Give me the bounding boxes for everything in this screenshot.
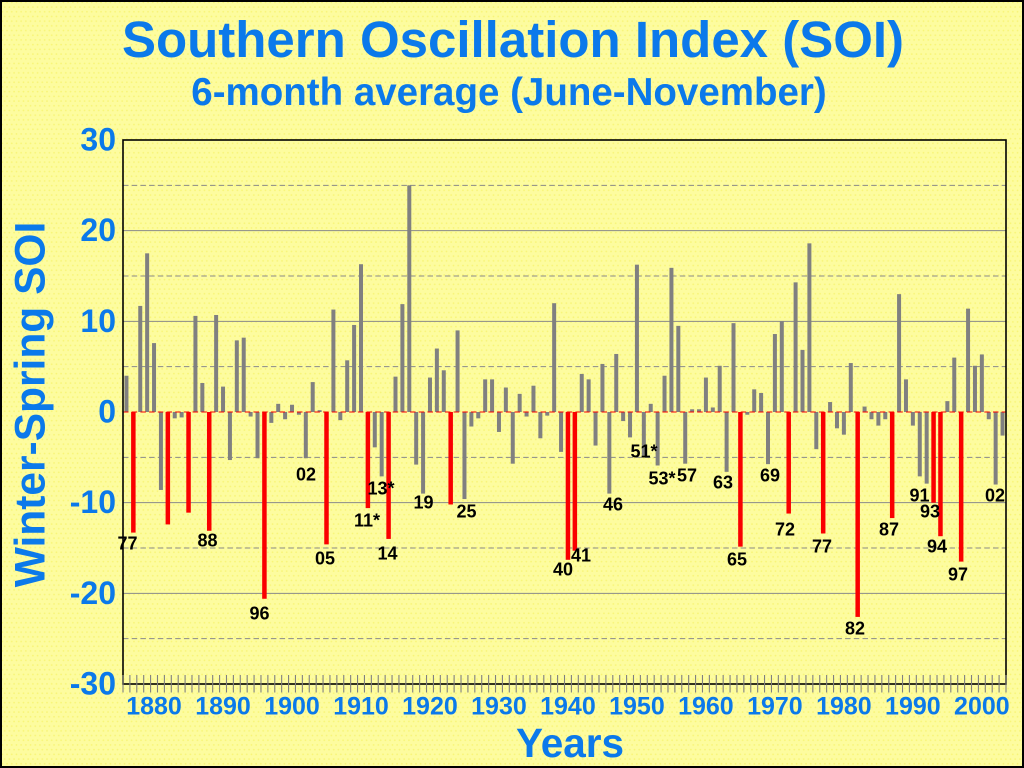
svg-text:77: 77: [117, 534, 137, 554]
svg-text:1980: 1980: [816, 693, 872, 721]
svg-text:2000: 2000: [954, 693, 1010, 721]
svg-text:-30: -30: [70, 666, 116, 702]
svg-text:77: 77: [812, 537, 832, 557]
svg-text:1930: 1930: [471, 693, 527, 721]
svg-text:10: 10: [80, 303, 116, 339]
svg-text:11*: 11*: [354, 511, 380, 531]
svg-text:65: 65: [727, 550, 747, 570]
svg-text:-10: -10: [70, 484, 116, 520]
svg-text:Winter-Spring SOI: Winter-Spring SOI: [8, 222, 55, 588]
svg-text:1970: 1970: [747, 693, 803, 721]
svg-text:1940: 1940: [540, 693, 596, 721]
svg-text:20: 20: [80, 212, 116, 248]
svg-text:88: 88: [197, 531, 217, 551]
svg-text:6-month average (June-November: 6-month average (June-November): [191, 71, 826, 114]
svg-text:Years: Years: [516, 720, 624, 766]
svg-text:94: 94: [927, 537, 947, 557]
svg-text:69: 69: [760, 466, 780, 486]
svg-text:1990: 1990: [885, 693, 941, 721]
svg-text:53*: 53*: [648, 469, 675, 489]
svg-text:1950: 1950: [609, 693, 665, 721]
svg-text:1880: 1880: [126, 693, 182, 721]
svg-text:40: 40: [553, 560, 573, 580]
svg-text:97: 97: [948, 565, 968, 585]
svg-text:82: 82: [845, 619, 865, 639]
svg-text:1900: 1900: [264, 693, 320, 721]
svg-text:91: 91: [909, 486, 929, 506]
svg-text:02: 02: [296, 465, 316, 485]
svg-text:93: 93: [920, 502, 940, 522]
svg-text:Southern Oscillation Index (SO: Southern Oscillation Index (SOI): [122, 11, 904, 68]
svg-text:14: 14: [377, 544, 397, 564]
svg-text:63: 63: [713, 473, 733, 493]
svg-text:41: 41: [571, 546, 591, 566]
svg-text:-20: -20: [70, 575, 116, 611]
svg-text:02: 02: [985, 486, 1005, 506]
svg-text:51*: 51*: [630, 442, 657, 462]
svg-text:1890: 1890: [195, 693, 251, 721]
svg-text:25: 25: [456, 502, 476, 522]
svg-text:1920: 1920: [402, 693, 458, 721]
svg-text:46: 46: [603, 495, 623, 515]
svg-text:0: 0: [98, 394, 116, 430]
svg-text:72: 72: [775, 520, 795, 540]
svg-text:1960: 1960: [678, 693, 734, 721]
svg-text:87: 87: [879, 520, 899, 540]
svg-text:1910: 1910: [333, 693, 389, 721]
svg-text:96: 96: [249, 604, 269, 624]
svg-text:30: 30: [80, 122, 116, 158]
svg-text:57: 57: [677, 466, 697, 486]
svg-text:13*: 13*: [367, 479, 394, 499]
svg-text:05: 05: [315, 549, 335, 569]
svg-text:19: 19: [413, 493, 433, 513]
